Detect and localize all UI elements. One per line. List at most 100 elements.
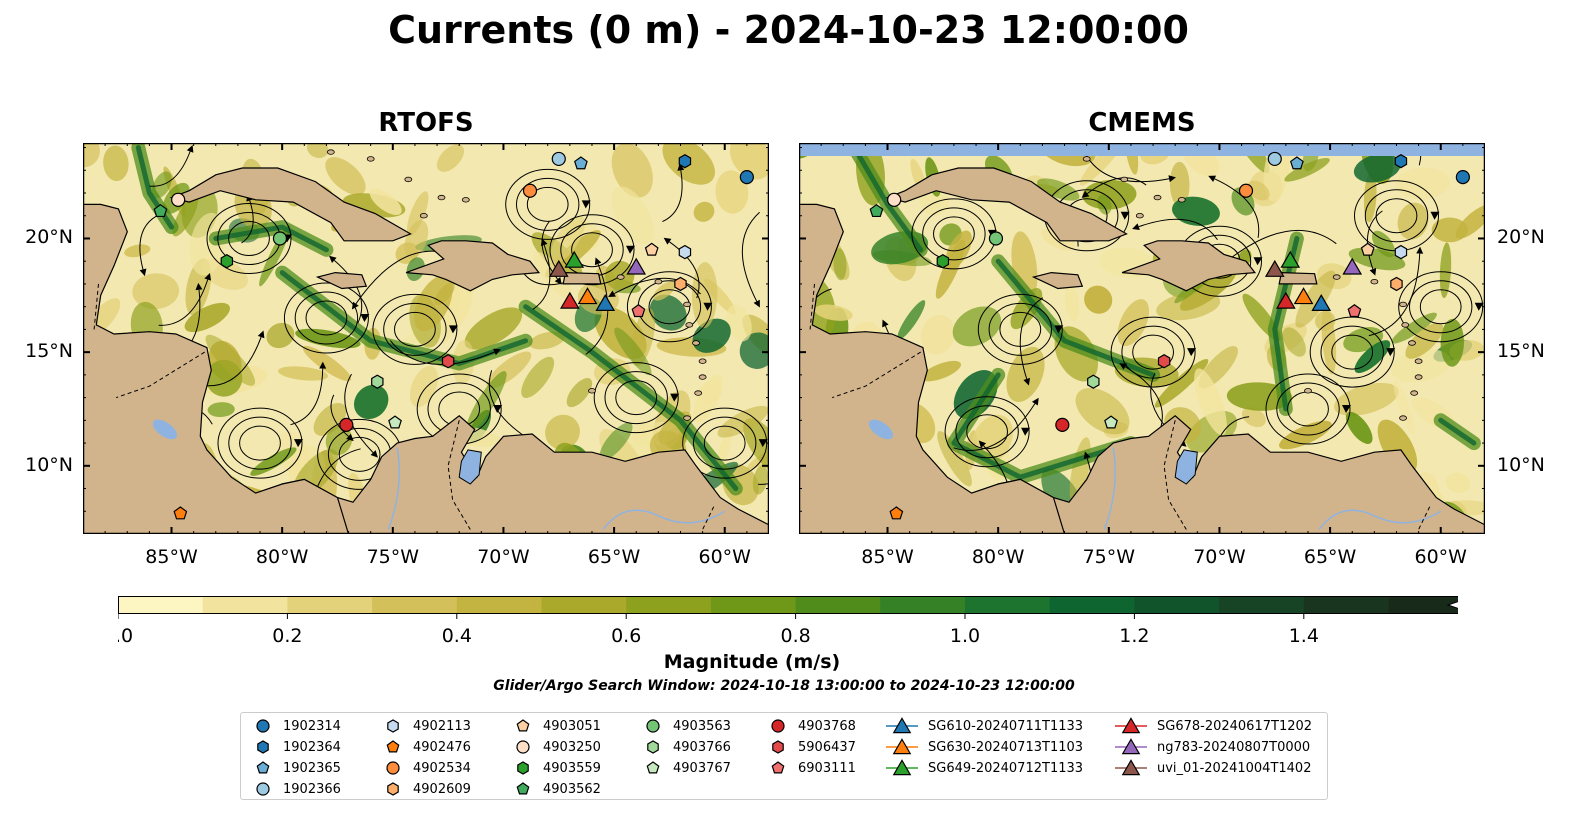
float-marker-5906437 <box>441 354 455 369</box>
legend-item-1902365: 1902365 <box>253 758 341 778</box>
legend-item-4903766: 4903766 <box>643 737 731 757</box>
legend-symbol <box>1121 759 1141 776</box>
colorbar-segment <box>710 596 797 614</box>
legend-marker-hexagon <box>772 740 784 754</box>
legend-label: 4903051 <box>543 718 601 734</box>
colorbar-tick-label: 1.2 <box>1119 625 1149 646</box>
glider-marker-SG678-20240617T1202 <box>1275 291 1296 309</box>
legend-marker-pentagon <box>256 761 270 774</box>
colorbar-segment <box>880 596 966 614</box>
glider-markers <box>1264 250 1363 312</box>
float-marker-4903768 <box>1055 417 1070 432</box>
x-tick-label: 85°W <box>145 546 198 568</box>
plot-frame <box>799 143 1485 534</box>
float-marker-4902609 <box>1390 276 1403 292</box>
colorbar-tick-label: 0.2 <box>272 625 302 646</box>
float-marker-4902534 <box>522 183 538 198</box>
legend-marker-pentagon <box>516 782 530 795</box>
legend-item-4903559: 4903559 <box>513 758 601 778</box>
float-markers <box>153 151 754 520</box>
legend-symbol <box>892 759 912 776</box>
float-marker-1902364 <box>678 153 692 169</box>
float-marker-4903562 <box>869 203 884 218</box>
x-tick-label: 70°W <box>477 546 530 568</box>
legend-label: 1902314 <box>283 718 341 734</box>
legend-item-4903767: 4903767 <box>643 758 731 778</box>
map-panel-cmems <box>799 143 1485 534</box>
legend-label: 4902609 <box>413 781 471 797</box>
x-tick-label: 85°W <box>861 546 914 568</box>
legend-symbol <box>517 761 529 775</box>
legend-marker-pentagon <box>386 740 400 753</box>
legend-item-uvi_01-20241004T1402: uvi_01-20241004T1402 <box>1115 758 1311 778</box>
legend-label: SG630-20240713T1103 <box>928 739 1084 755</box>
float-marker-4903559 <box>220 254 234 269</box>
float-marker-1902366 <box>551 151 566 167</box>
river <box>1318 509 1442 530</box>
glider-marker-SG610-20240711T1133 <box>595 294 616 312</box>
legend-item-SG678-20240617T1202: SG678-20240617T1202 <box>1115 716 1312 736</box>
legend-symbol <box>1121 717 1141 734</box>
legend-label: 5906437 <box>798 739 856 755</box>
legend-marker-triangle <box>886 717 918 734</box>
legend-marker-circle <box>646 719 660 733</box>
float-marker-4903051 <box>644 242 659 256</box>
float-marker-1902364 <box>1394 153 1408 169</box>
glider-marker-SG649-20240712T1133 <box>564 250 585 268</box>
colorbar-segment <box>1219 596 1305 614</box>
float-marker-4902609 <box>674 276 687 292</box>
land <box>83 167 769 534</box>
legend-symbol <box>892 717 912 734</box>
lesser-antilles <box>326 149 707 421</box>
colorbar-segment <box>456 596 542 614</box>
legend-label: 4903768 <box>798 718 856 734</box>
legend-item-4903250: 4903250 <box>513 737 601 757</box>
x-tick-label: 65°W <box>587 546 641 568</box>
lake-maracaibo <box>1174 449 1198 485</box>
float-marker-4902476 <box>173 506 188 520</box>
colorbar-segment <box>1134 596 1220 614</box>
glider-marker-ng783-20240807T0000 <box>626 257 647 275</box>
legend-marker-hexagon <box>517 761 529 775</box>
glider-marker-SG630-20240713T1103 <box>577 287 598 305</box>
legend-symbol <box>647 740 659 754</box>
float-marker-4902534 <box>1238 183 1254 198</box>
float-marker-1902366 <box>1267 151 1282 167</box>
legend-marker-circle <box>516 740 530 754</box>
legend-item-1902364: 1902364 <box>253 737 341 757</box>
legend-label: SG649-20240712T1133 <box>928 760 1084 776</box>
float-marker-6903111 <box>1347 303 1362 318</box>
legend-symbol <box>257 740 269 754</box>
float-marker-4903563 <box>272 231 288 246</box>
float-marker-4902113 <box>678 244 692 260</box>
axis-ticks <box>799 143 1485 534</box>
legend-marker-triangle <box>1115 738 1147 755</box>
legend-label: 4903562 <box>543 781 601 797</box>
plot-frame <box>83 143 769 534</box>
x-tick-label: 80°W <box>971 546 1025 568</box>
colorbar-extend-arrow <box>1388 596 1474 614</box>
colorbar-tick-label: 0.8 <box>780 625 810 646</box>
colorbar-segment <box>626 596 712 614</box>
colorbar-tick-label: 0.6 <box>611 625 641 646</box>
legend-marker-circle <box>386 761 400 775</box>
legend-item-4902609: 4902609 <box>383 779 471 799</box>
legend-symbol <box>516 719 530 732</box>
y-tick-label-right: 20°N <box>1497 226 1545 249</box>
legend-label: SG678-20240617T1202 <box>1157 718 1313 734</box>
x-tick-label: 60°W <box>698 546 751 568</box>
lake-nicaragua <box>868 419 894 440</box>
glider-marker-uvi_01-20241004T1402 <box>1264 259 1285 277</box>
legend-marker-triangle <box>1115 717 1147 734</box>
float-marker-5906437 <box>1157 354 1171 369</box>
legend-symbol <box>771 761 785 774</box>
no-data-band <box>799 143 1485 156</box>
x-tick-label: 65°W <box>1303 546 1357 568</box>
legend-marker-circle <box>771 719 785 733</box>
legend-item-4903768: 4903768 <box>768 716 856 736</box>
legend-label: 1902364 <box>283 739 341 755</box>
float-marker-4903766 <box>1087 374 1100 389</box>
legend-marker-hexagon <box>387 782 399 796</box>
colorbar-tick-label: 1.4 <box>1289 625 1319 646</box>
map-plot-rtofs <box>83 143 769 534</box>
